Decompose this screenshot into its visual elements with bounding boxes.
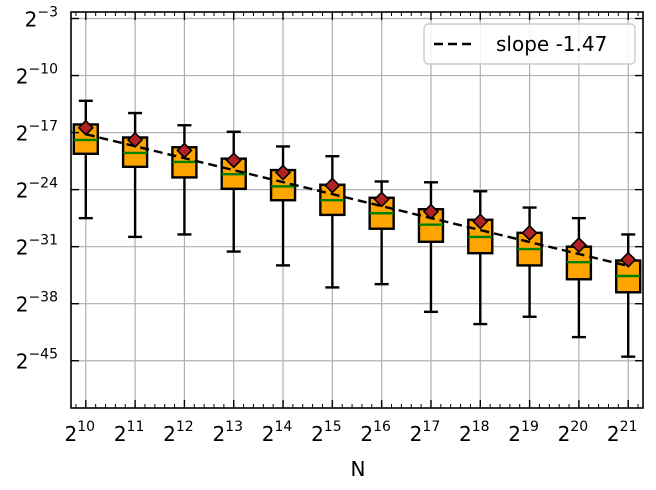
mean-marker — [274, 164, 292, 181]
y-tick-label: 2−10 — [16, 62, 58, 89]
x-tick-label: 211 — [114, 419, 145, 446]
x-axis-title: N — [351, 457, 366, 481]
x-tick-label: 210 — [65, 419, 96, 446]
axis-ticks — [71, 12, 643, 408]
mean-marker — [324, 177, 341, 194]
x-tick-labels: 210 211 212 213 214 215 216 217 218 219 220 221 — [65, 419, 638, 446]
x-tick-label: 216 — [360, 419, 391, 446]
fit-line-group — [85, 133, 629, 268]
x-tick-label: 221 — [607, 419, 638, 446]
grid-lines — [71, 12, 643, 408]
box-item — [565, 216, 593, 339]
box-item — [319, 155, 346, 289]
y-tick-label: 2−31 — [16, 233, 58, 260]
x-tick-label: 212 — [163, 419, 194, 446]
y-tick-label: 2−24 — [16, 176, 58, 203]
x-tick-label: 213 — [212, 419, 243, 446]
x-tick-label: 215 — [311, 419, 342, 446]
box-item — [467, 190, 494, 326]
mean-marker — [225, 152, 242, 169]
x-tick-label: 214 — [262, 419, 293, 446]
box-item — [615, 233, 642, 358]
y-tick-label: 2−17 — [16, 119, 58, 146]
box-item — [121, 111, 149, 239]
box-item — [417, 181, 445, 314]
x-tick-label: 219 — [508, 419, 539, 446]
mean-marker — [472, 213, 489, 230]
legend-box — [423, 23, 636, 65]
y-tick-label: 2−45 — [16, 347, 58, 374]
x-tick-label: 217 — [410, 419, 441, 446]
y-tick-label: 2−38 — [16, 290, 58, 317]
mean-marker — [620, 251, 637, 268]
y-tick-labels: 2−3 2−10 2−17 2−24 2−31 2−38 2−45 — [16, 5, 58, 374]
mean-marker — [373, 191, 390, 208]
mean-marker — [570, 236, 588, 254]
box-item — [516, 206, 543, 318]
legend-label: slope -1.47 — [496, 32, 607, 56]
legend: slope -1.47 — [423, 23, 636, 65]
y-tick-label: 2−3 — [25, 5, 58, 32]
box-series — [72, 99, 642, 358]
x-tick-label: 218 — [459, 419, 490, 446]
fit-line — [85, 133, 629, 268]
x-tick-label: 220 — [558, 419, 589, 446]
plot-frame — [70, 11, 644, 409]
box-item — [220, 130, 247, 253]
mean-marker — [521, 224, 538, 241]
box-item — [171, 124, 198, 236]
